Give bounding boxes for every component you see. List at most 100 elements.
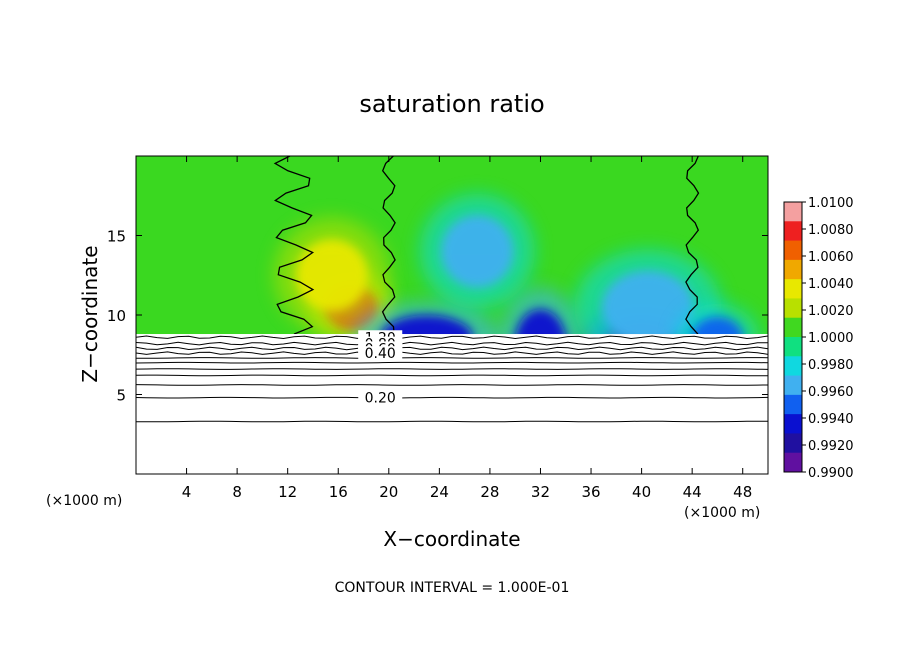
colorbar-label: 1.0000: [802, 331, 854, 346]
colorbar-label: 0.9980: [802, 358, 854, 373]
x-tick: 16: [329, 156, 348, 501]
field-hotspot: [353, 302, 500, 335]
colorbar-band: [784, 202, 802, 222]
saturation-field-features: [274, 193, 759, 335]
svg-text:1.0100: 1.0100: [808, 196, 854, 211]
colorbar-label: 0.9920: [802, 439, 854, 454]
colorbar-band: [784, 337, 802, 357]
svg-text:28: 28: [480, 483, 499, 501]
contour-line: [136, 357, 769, 359]
colorbar-band: [784, 433, 802, 454]
x-tick: 24: [430, 156, 449, 501]
colorbar-band: [784, 452, 802, 473]
x-tick: 48: [733, 156, 752, 501]
svg-text:15: 15: [107, 228, 126, 246]
svg-text:44: 44: [683, 483, 702, 501]
contour-line: [135, 351, 769, 355]
svg-text:0.9900: 0.9900: [808, 466, 854, 481]
contour-line: [135, 396, 769, 399]
contour-interval-footer: CONTOUR INTERVAL = 1.000E-01: [335, 580, 570, 596]
field-hotspot: [274, 217, 390, 333]
svg-text:32: 32: [531, 483, 550, 501]
saturation-boundary-contours: [273, 156, 700, 335]
svg-text:1.0060: 1.0060: [808, 250, 854, 265]
svg-text:8: 8: [232, 483, 242, 501]
y-axis-label: Z−coordinate: [78, 245, 102, 382]
svg-text:16: 16: [329, 483, 348, 501]
svg-text:0.9940: 0.9940: [808, 412, 854, 427]
svg-text:0.40: 0.40: [365, 346, 396, 362]
x-tick: 32: [531, 156, 550, 501]
y-tick: 10: [107, 307, 768, 325]
svg-text:0.9920: 0.9920: [808, 439, 854, 454]
svg-text:48: 48: [733, 483, 752, 501]
contour-line: [135, 420, 768, 423]
colorbar-band: [784, 317, 802, 338]
x-tick: 44: [683, 156, 702, 501]
x-axis-label: X−coordinate: [383, 527, 520, 551]
svg-text:5: 5: [116, 387, 126, 405]
field-hotspot: [574, 249, 722, 335]
x-tick: 20: [379, 156, 398, 501]
contour-label: 0.20: [358, 390, 403, 407]
colorbar-band: [784, 414, 802, 434]
x-tick: 4: [182, 156, 192, 501]
colorbar-band: [784, 279, 802, 299]
colorbar-label: 0.9940: [802, 412, 854, 427]
contour-line: [135, 335, 769, 340]
svg-text:12: 12: [278, 483, 297, 501]
colorbar-band: [784, 298, 802, 319]
y-axis-ticks: 5 10 15: [107, 228, 768, 405]
colorbar-band: [784, 394, 802, 415]
y-tick: 5: [116, 387, 768, 405]
plot-area: 1.200.800.600.400.20 4812162024283236404…: [107, 155, 769, 501]
x-tick: 36: [581, 156, 601, 501]
svg-text:36: 36: [581, 483, 600, 501]
lower-contour-lines: 1.200.800.600.400.20: [135, 330, 769, 423]
colorbar-label: 0.9900: [802, 466, 854, 481]
svg-text:40: 40: [632, 483, 651, 501]
y-tick: 15: [107, 228, 768, 246]
field-hotspot: [419, 193, 535, 309]
chart-title: saturation ratio: [359, 90, 544, 118]
colorbar-band: [784, 259, 802, 280]
svg-text:1.0080: 1.0080: [808, 223, 854, 238]
x-tick: 12: [278, 156, 297, 501]
field-hotspot: [499, 287, 582, 335]
svg-text:24: 24: [430, 483, 449, 501]
colorbar-label: 1.0080: [802, 223, 854, 238]
colorbar-label: 1.0060: [802, 250, 854, 265]
colorbar: 1.0100 1.0080 1.0060 1.0040 1.0020 1.0000 0.99…: [783, 196, 854, 481]
svg-text:0.20: 0.20: [365, 391, 396, 407]
contour-line: [135, 346, 769, 351]
colorbar-band: [784, 375, 802, 396]
svg-text:20: 20: [379, 483, 398, 501]
cloud-free-lower-region: [136, 334, 768, 474]
boundary-contour: [685, 156, 700, 335]
x-tick: 28: [480, 156, 499, 501]
contour-line: [135, 341, 769, 346]
contour-line: [135, 368, 769, 370]
svg-text:1.0040: 1.0040: [808, 277, 854, 292]
x-unit-right: (×1000 m): [684, 505, 760, 521]
colorbar-label: 1.0040: [802, 277, 854, 292]
boundary-contour: [381, 156, 396, 335]
svg-text:0.9980: 0.9980: [808, 358, 854, 373]
colorbar-band: [784, 221, 802, 242]
contour-line: [135, 374, 768, 377]
boundary-contour: [273, 156, 315, 335]
field-hotspot: [676, 303, 759, 335]
svg-text:10: 10: [107, 307, 126, 325]
svg-text:4: 4: [182, 483, 192, 501]
svg-text:0.9960: 0.9960: [808, 385, 854, 400]
x-tick: 8: [232, 156, 242, 501]
x-tick: 40: [632, 156, 651, 501]
colorbar-band: [784, 356, 802, 377]
contour-label: 0.40: [358, 346, 403, 362]
colorbar-band: [784, 240, 802, 261]
svg-text:1.0000: 1.0000: [808, 331, 854, 346]
colorbar-label: 1.0020: [802, 304, 854, 319]
x-unit-left: (×1000 m): [46, 493, 122, 509]
colorbar-label: 1.0100: [802, 196, 854, 211]
